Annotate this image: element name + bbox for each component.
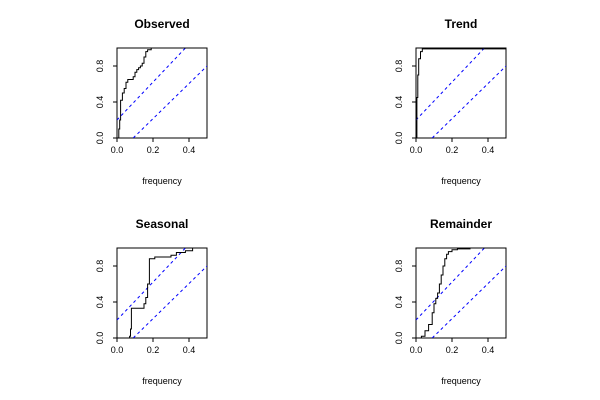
confidence-band-upper — [416, 48, 485, 121]
confidence-band-upper — [117, 248, 186, 321]
y-tick-label: 0.8 — [95, 60, 105, 73]
y-tick-label: 0.0 — [95, 132, 105, 145]
cumulative-periodogram-line — [416, 248, 506, 338]
y-tick-label: 0.0 — [394, 132, 404, 145]
panel-remainder: Remainder 0.0 0.2 0.4 0.0 0.4 0.8 frequency — [394, 217, 507, 386]
y-tick-label: 0.8 — [394, 60, 404, 73]
x-axis-label: frequency — [441, 176, 481, 186]
cumulative-periodogram-line — [117, 248, 207, 338]
plot-frame — [415, 47, 507, 139]
panel-title: Trend — [445, 17, 478, 31]
x-axis-label: frequency — [142, 176, 182, 186]
cumulative-periodogram-line — [117, 48, 207, 138]
plot-frame — [116, 47, 208, 139]
y-tick-label: 0.8 — [95, 260, 105, 273]
x-tick-label: 0.2 — [147, 145, 160, 155]
panel-observed: Observed 0.0 0.2 0.4 0.0 0.4 0.8 frequency — [95, 17, 208, 186]
x-tick-label: 0.2 — [446, 145, 459, 155]
y-tick-label: 0.4 — [394, 296, 404, 309]
x-tick-label: 0.2 — [147, 345, 160, 355]
x-tick-label: 0.4 — [183, 145, 196, 155]
confidence-band-lower — [431, 265, 506, 338]
panel-title: Seasonal — [136, 217, 189, 231]
panel-seasonal: Seasonal 0.0 0.2 0.4 0.0 0.4 0.8 frequency — [95, 217, 208, 386]
confidence-band-lower — [132, 65, 207, 138]
x-tick-label: 0.4 — [183, 345, 196, 355]
confidence-band-upper — [117, 48, 186, 121]
y-tick-label: 0.4 — [95, 96, 105, 109]
cumulative-periodogram-line — [416, 48, 506, 138]
panel-trend: Trend 0.0 0.2 0.4 0.0 0.4 0.8 frequency — [394, 17, 507, 186]
y-tick-label: 0.4 — [394, 96, 404, 109]
confidence-band-lower — [132, 265, 207, 338]
x-tick-label: 0.0 — [111, 345, 124, 355]
x-tick-label: 0.0 — [410, 145, 423, 155]
x-axis-label: frequency — [441, 376, 481, 386]
y-tick-label: 0.0 — [394, 332, 404, 345]
x-tick-label: 0.4 — [482, 345, 495, 355]
x-tick-label: 0.4 — [482, 145, 495, 155]
x-tick-label: 0.0 — [410, 345, 423, 355]
panel-title: Remainder — [430, 217, 492, 231]
x-tick-label: 0.0 — [111, 145, 124, 155]
y-tick-label: 0.4 — [95, 296, 105, 309]
x-axis-label: frequency — [142, 376, 182, 386]
plot-frame — [415, 247, 507, 339]
panel-title: Observed — [134, 17, 189, 31]
y-tick-label: 0.8 — [394, 260, 404, 273]
plot-frame — [116, 247, 208, 339]
confidence-band-upper — [416, 248, 485, 321]
confidence-band-lower — [431, 65, 506, 138]
y-tick-label: 0.0 — [95, 332, 105, 345]
x-tick-label: 0.2 — [446, 345, 459, 355]
